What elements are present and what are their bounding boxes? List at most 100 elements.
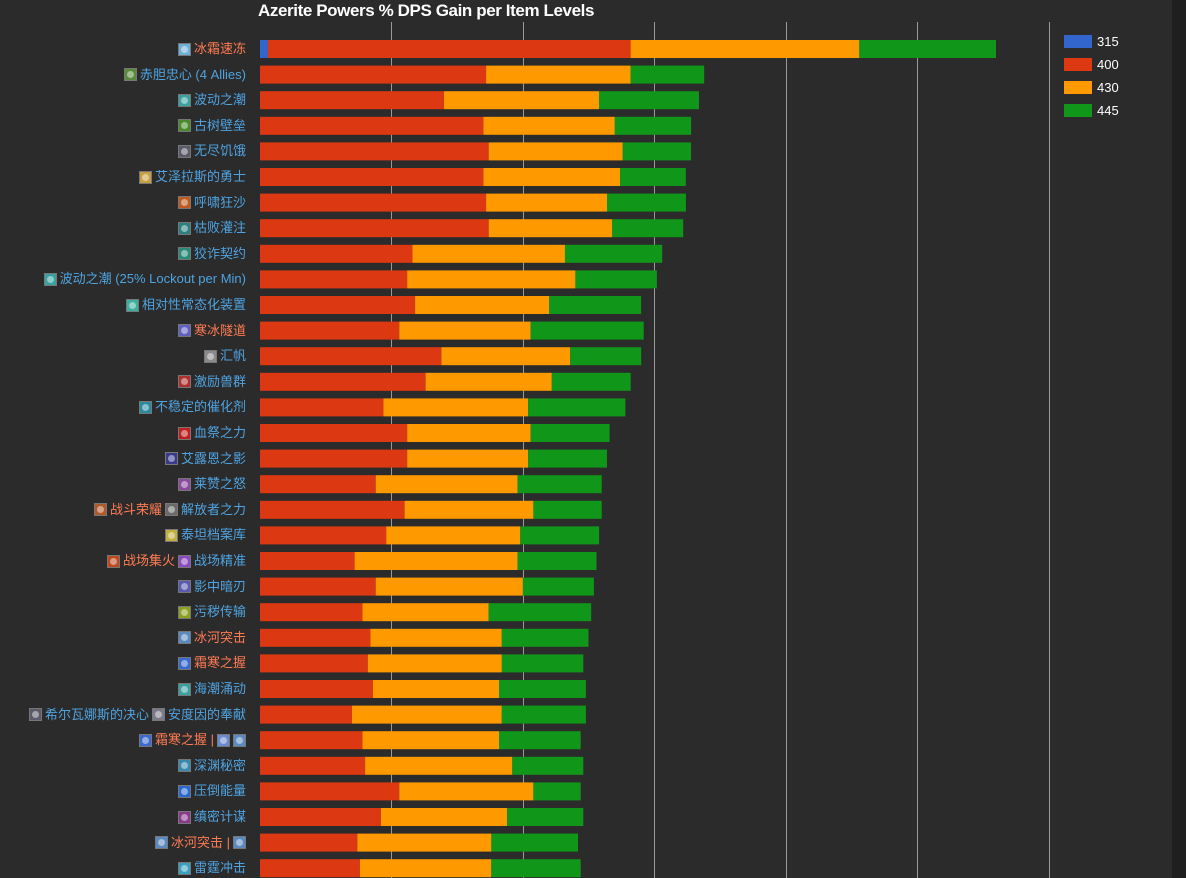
row-label-text[interactable]: 压倒能量	[193, 783, 246, 799]
bar-row10-series-445	[549, 296, 642, 314]
row-label-text[interactable]: 寒冰隧道	[193, 322, 246, 338]
row-label-text[interactable]: 枯败灌注	[193, 220, 246, 236]
bar-row0-series-400	[267, 40, 631, 58]
bar-row25-series-445	[499, 680, 586, 698]
row-label-text[interactable]: 血祭之力	[193, 425, 246, 440]
row-label-27[interactable]: 霜寒之握 |	[139, 730, 249, 750]
bar-row32-series-400	[260, 859, 360, 878]
row-label-text[interactable]: 狡诈契约	[193, 245, 246, 261]
row-label-text[interactable]: 古树壁垒	[193, 117, 246, 133]
row-label-29[interactable]: 压倒能量	[177, 781, 249, 801]
row-label-text[interactable]: 泰坦档案库	[180, 527, 246, 543]
bar-row24-series-400	[260, 654, 368, 673]
row-label-text[interactable]: 霜寒之握	[193, 655, 246, 671]
row-label-text[interactable]: 相对性常态化装置	[141, 297, 246, 312]
bar-row17-series-445	[517, 475, 602, 494]
row-label-30[interactable]: 缜密计谋	[177, 807, 249, 827]
row-label-26[interactable]: 希尔瓦娜斯的决心 安度因的奉献	[28, 705, 249, 725]
row-label-7[interactable]: 枯败灌注	[177, 218, 249, 238]
row-label-text[interactable]: 战场集火	[122, 553, 175, 568]
row-label-text[interactable]: 无尽饥饿	[193, 143, 246, 159]
row-label-text[interactable]: 海潮涌动	[193, 681, 246, 696]
row-label-15[interactable]: 血祭之力	[177, 423, 249, 443]
row-label-32[interactable]: 雷霆冲击	[177, 858, 249, 878]
row-label-18[interactable]: 战斗荣耀 解放者之力	[93, 500, 249, 520]
row-label-text[interactable]: 莱赞之怒	[193, 476, 246, 492]
row-label-16[interactable]: 艾露恩之影	[164, 449, 249, 469]
row-label-12[interactable]: 汇帆	[203, 346, 249, 366]
row-label-2[interactable]: 波动之潮	[177, 90, 249, 110]
row-label-text[interactable]: 安度因的奉献	[167, 706, 246, 722]
bar-row27-series-445	[499, 731, 581, 750]
bar-row30-series-445	[507, 808, 584, 826]
row-label-23[interactable]: 冰河突击	[177, 628, 249, 648]
row-label-28[interactable]: 深渊秘密	[177, 756, 249, 776]
row-label-0[interactable]: 冰霜速冻	[177, 39, 249, 59]
bar-row10-series-400	[260, 296, 416, 314]
bar-row19-series-445	[520, 526, 600, 545]
row-label-19[interactable]: 泰坦档案库	[164, 525, 249, 545]
row-label-text[interactable]: 呼啸狂沙	[193, 194, 246, 210]
row-label-text[interactable]: 雷霆冲击	[193, 860, 246, 876]
bar-row6-series-400	[260, 193, 487, 212]
row-label-14[interactable]: 不稳定的催化剂	[138, 397, 249, 417]
row-label-text[interactable]: 霜寒之握 |	[155, 732, 214, 748]
row-label-13[interactable]: 激励兽群	[177, 372, 249, 392]
bar-row16-series-430	[407, 449, 529, 468]
row-label-text[interactable]: 激励兽群	[193, 373, 246, 389]
row-label-4[interactable]: 无尽饥饿	[177, 141, 249, 161]
row-label-text[interactable]: 冰霜速冻	[193, 41, 246, 56]
row-label-text[interactable]: 战斗荣耀	[109, 501, 162, 517]
legend-swatch	[1064, 81, 1092, 94]
row-label-21[interactable]: 影中暗刃	[177, 577, 249, 597]
row-label-17[interactable]: 莱赞之怒	[177, 474, 249, 494]
row-label-20[interactable]: 战场集火 战场精准	[106, 551, 249, 571]
row-label-text[interactable]: 艾露恩之影	[180, 450, 246, 466]
bar-row13-series-445	[551, 372, 631, 391]
row-label-6[interactable]: 呼啸狂沙	[177, 193, 249, 213]
abyss-icon	[177, 759, 191, 773]
row-label-text[interactable]: 冰河突击 |	[171, 834, 230, 850]
row-label-text[interactable]: 污秽传输	[193, 604, 246, 620]
bar-row4-series-430	[488, 142, 623, 161]
row-label-text[interactable]: 艾泽拉斯的勇士	[154, 169, 246, 184]
row-label-text[interactable]: 深渊秘密	[193, 757, 246, 773]
row-label-24[interactable]: 霜寒之握	[177, 653, 249, 673]
row-label-text[interactable]: 不稳定的催化剂	[154, 399, 246, 415]
row-label-5[interactable]: 艾泽拉斯的勇士	[138, 167, 249, 187]
bar-row12-series-430	[441, 347, 571, 366]
legend-swatch	[1064, 104, 1092, 117]
row-label-text[interactable]: 希尔瓦娜斯的决心	[44, 706, 149, 722]
row-label-text[interactable]: 冰河突击	[193, 629, 246, 645]
bar-row22-series-430	[362, 603, 489, 622]
row-label-text[interactable]: 汇帆	[219, 348, 246, 364]
bar-row20-series-430	[354, 552, 518, 570]
bar-row29-series-400	[260, 782, 400, 801]
thunder-icon	[177, 861, 191, 875]
row-label-text[interactable]: 赤胆忠心 (4 Allies)	[139, 66, 246, 82]
legend-swatch	[1064, 35, 1092, 48]
bar-row2-series-400	[260, 91, 444, 110]
bar-row2-series-445	[599, 91, 699, 110]
bar-row9-series-430	[407, 270, 576, 289]
row-label-31[interactable]: 冰河突击 |	[155, 833, 249, 853]
row-label-8[interactable]: 狡诈契约	[177, 244, 249, 264]
row-label-22[interactable]: 污秽传输	[177, 602, 249, 622]
row-label-text[interactable]: 波动之潮 (25% Lockout per Min)	[59, 271, 246, 287]
row-label-text[interactable]: 波动之潮	[193, 92, 246, 108]
legend-label: 400	[1097, 57, 1119, 72]
row-label-3[interactable]: 古树壁垒	[177, 116, 249, 136]
blood-icon	[177, 426, 191, 440]
row-label-9[interactable]: 波动之潮 (25% Lockout per Min)	[43, 269, 249, 289]
row-label-text[interactable]: 解放者之力	[180, 501, 246, 517]
bar-row8-series-430	[412, 244, 565, 263]
row-label-1[interactable]: 赤胆忠心 (4 Allies)	[123, 65, 249, 85]
bar-row23-series-430	[370, 628, 502, 647]
row-label-11[interactable]: 寒冰隧道	[177, 321, 249, 341]
bar-row14-series-400	[260, 398, 384, 417]
row-label-text[interactable]: 缜密计谋	[193, 809, 246, 824]
row-label-text[interactable]: 战场精准	[193, 553, 246, 568]
row-label-25[interactable]: 海潮涌动	[177, 679, 249, 699]
row-label-text[interactable]: 影中暗刃	[193, 578, 246, 594]
row-label-10[interactable]: 相对性常态化装置	[125, 295, 249, 315]
